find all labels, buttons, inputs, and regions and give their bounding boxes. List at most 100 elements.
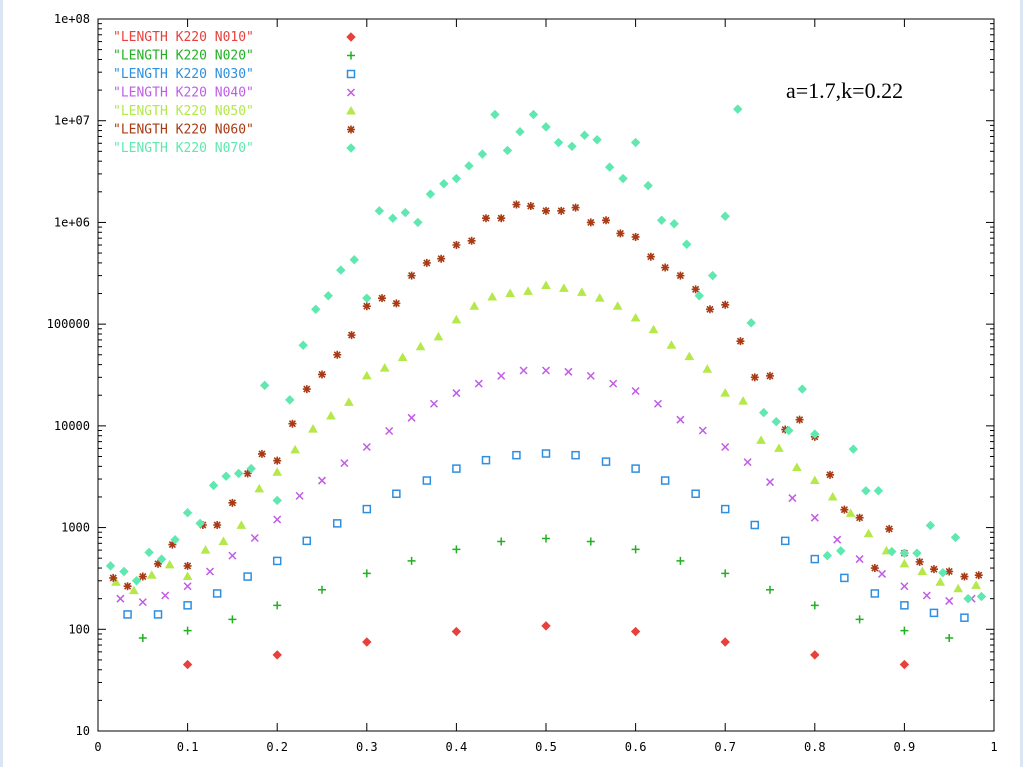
legend-label: "LENGTH K220 N030"	[113, 67, 254, 82]
data-point	[938, 567, 948, 578]
data-point	[362, 293, 372, 303]
data-point	[161, 591, 170, 600]
data-point	[290, 444, 300, 454]
data-point	[631, 464, 640, 473]
data-point	[154, 559, 163, 568]
data-point	[771, 416, 781, 427]
data-point	[809, 475, 820, 485]
data-point	[945, 634, 954, 643]
data-point	[974, 571, 983, 580]
data-point	[707, 270, 718, 281]
data-point	[541, 621, 551, 631]
data-point	[571, 203, 580, 212]
data-point	[653, 399, 663, 408]
data-point	[422, 476, 432, 485]
data-point	[836, 546, 846, 556]
data-point	[243, 572, 252, 581]
data-point	[228, 498, 237, 507]
data-point	[631, 232, 640, 241]
legend-marker	[346, 105, 356, 115]
data-point	[123, 582, 132, 591]
data-point	[336, 265, 346, 275]
data-point	[576, 287, 587, 296]
data-point	[643, 180, 653, 191]
series-points	[138, 534, 954, 643]
data-point	[935, 577, 946, 586]
data-point	[433, 331, 444, 341]
data-point	[541, 122, 551, 132]
data-point	[298, 340, 308, 350]
data-point	[594, 293, 605, 302]
data-point	[425, 189, 436, 199]
data-point	[205, 567, 215, 576]
data-point	[721, 569, 730, 578]
data-point	[415, 341, 426, 351]
data-point	[128, 585, 139, 595]
data-point	[526, 202, 535, 211]
data-point	[272, 556, 282, 566]
data-point	[374, 206, 385, 216]
data-point	[464, 161, 474, 171]
y-tick-label: 10000	[54, 419, 90, 433]
data-point	[317, 476, 327, 485]
data-point	[676, 556, 685, 565]
data-point	[200, 545, 211, 554]
data-point	[681, 239, 692, 249]
data-point	[976, 591, 987, 602]
data-point	[721, 442, 730, 452]
data-point	[451, 314, 462, 324]
data-point	[736, 337, 745, 346]
data-point	[362, 302, 371, 311]
data-point	[900, 626, 909, 635]
data-point	[259, 380, 270, 391]
data-point	[788, 494, 797, 503]
data-point	[945, 567, 954, 576]
data-point	[497, 214, 506, 223]
data-point	[661, 263, 670, 272]
data-point	[863, 528, 874, 538]
data-point	[676, 271, 685, 280]
data-point	[218, 536, 229, 545]
data-point	[397, 352, 408, 361]
data-point	[109, 573, 118, 582]
data-point	[213, 520, 222, 529]
data-point	[481, 214, 490, 223]
data-point	[720, 211, 730, 221]
data-point	[571, 450, 580, 460]
x-tick-label: 0.4	[446, 740, 468, 754]
x-tick-label: 0.6	[625, 740, 647, 754]
data-point	[870, 589, 880, 598]
data-point	[182, 571, 193, 581]
data-point	[407, 413, 416, 422]
data-point	[840, 505, 849, 514]
data-point	[302, 536, 312, 546]
data-point	[720, 504, 730, 514]
data-point	[810, 513, 819, 522]
data-point	[541, 280, 551, 289]
data-point	[183, 626, 192, 635]
data-point	[452, 464, 461, 473]
data-point	[694, 291, 704, 301]
data-point	[439, 179, 449, 189]
data-point	[602, 216, 611, 225]
data-point	[586, 218, 595, 227]
data-point	[960, 572, 969, 581]
data-point	[877, 569, 887, 578]
data-point	[385, 426, 394, 436]
data-point	[512, 450, 521, 460]
data-point	[362, 504, 372, 514]
data-point	[684, 351, 695, 361]
data-point	[963, 593, 973, 604]
data-point	[378, 294, 387, 303]
data-point	[810, 554, 820, 564]
data-point	[797, 384, 807, 394]
data-point	[437, 254, 446, 263]
data-point	[660, 476, 670, 485]
data-point	[553, 137, 564, 148]
data-point	[392, 299, 401, 308]
data-point	[138, 598, 147, 607]
data-point	[195, 518, 205, 529]
data-point	[452, 240, 461, 249]
x-axis: 0 0.1 0.2 0.3 0.4 0.5 0.6 0.7 0.8 0.9 1	[94, 19, 998, 754]
legend-label: "LENGTH K220 N010"	[113, 30, 254, 45]
